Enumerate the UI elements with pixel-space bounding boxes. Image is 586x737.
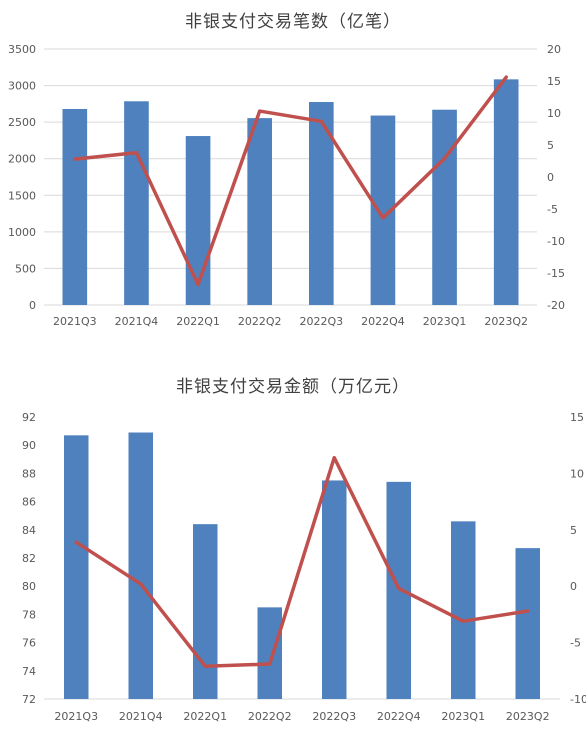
y-tick-label: 78 (22, 608, 36, 621)
x-tick-label: 2023Q2 (506, 710, 550, 723)
x-tick-label: 2022Q3 (299, 315, 343, 328)
x-tick-label: 2022Q3 (312, 710, 356, 723)
y-tick-label: 2500 (8, 116, 36, 129)
y-tick-label: 72 (22, 693, 36, 706)
y2-tick-label: 10 (547, 107, 561, 120)
y-tick-label: 2000 (8, 153, 36, 166)
y-tick-label: 90 (22, 439, 36, 452)
y-tick-label: 82 (22, 552, 36, 565)
y2-tick-label: 5 (547, 139, 554, 152)
y-tick-label: 500 (15, 262, 36, 275)
y2-tick-label: -5 (570, 637, 581, 650)
y2-tick-label: 15 (547, 75, 561, 88)
y-tick-label: 74 (22, 665, 36, 678)
y-tick-label: 86 (22, 496, 36, 509)
y-tick-label: 92 (22, 411, 36, 424)
y2-tick-label: 15 (570, 411, 584, 424)
bar (450, 521, 476, 699)
growth-line (73, 75, 508, 287)
y2-tick-label: -5 (547, 203, 558, 216)
bar (432, 109, 457, 305)
y2-tick-label: 20 (547, 43, 561, 56)
y-tick-label: 3500 (8, 43, 36, 56)
y-tick-label: 1000 (8, 226, 36, 239)
bar (185, 136, 211, 305)
bar (247, 118, 273, 306)
chart-title: 非银支付交易金额（万亿元） (176, 377, 410, 397)
bar (192, 524, 218, 699)
x-tick-label: 2022Q1 (183, 710, 227, 723)
transaction-amount-chart: 非银支付交易金额（万亿元） 72 74 76 78 80 82 84 86 88 90 92 -10 -… (0, 360, 586, 737)
x-tick-label: 2023Q1 (441, 710, 485, 723)
transaction-amount-plot: 72 74 76 78 80 82 84 86 88 90 92 -10 -5 0 5 10 15 2021Q3 2… (22, 411, 586, 723)
y-tick-label: 1500 (8, 189, 36, 202)
bar (63, 435, 89, 699)
y-tick-label: 3000 (8, 80, 36, 93)
bar (124, 101, 149, 305)
x-tick-label: 2021Q3 (54, 710, 98, 723)
y-tick-label: 0 (29, 299, 36, 312)
y2-tick-label: -15 (547, 267, 565, 280)
y-tick-label: 84 (22, 524, 36, 537)
x-tick-label: 2021Q4 (119, 710, 163, 723)
bar (257, 607, 283, 699)
x-tick-label: 2022Q2 (248, 710, 292, 723)
x-tick-label: 2021Q3 (53, 315, 97, 328)
transaction-count-plot: 0 500 1000 1500 2000 2500 3000 3500 -20 -15 -10 -5 0… (8, 43, 565, 328)
y-tick-label: 76 (22, 637, 36, 650)
y-tick-label: 88 (22, 467, 36, 480)
x-tick-label: 2022Q1 (176, 315, 220, 328)
x-tick-label: 2023Q2 (484, 315, 528, 328)
y2-tick-label: 5 (570, 524, 577, 537)
x-tick-label: 2022Q2 (238, 315, 282, 328)
bar (128, 432, 154, 699)
chart-title: 非银支付交易笔数（亿笔） (185, 12, 401, 32)
bar (62, 108, 88, 305)
y2-tick-label: 0 (547, 171, 554, 184)
y2-tick-label: -10 (570, 693, 586, 706)
x-tick-label: 2022Q4 (377, 710, 421, 723)
x-tick-label: 2022Q4 (361, 315, 405, 328)
transaction-count-chart: 非银支付交易笔数（亿笔） 0 500 1000 1500 2000 2500 3000 350… (0, 0, 586, 345)
y2-tick-label: 10 (570, 467, 584, 480)
y2-tick-label: -10 (547, 235, 565, 248)
y2-tick-label: 0 (570, 580, 577, 593)
growth-line (74, 455, 530, 669)
bar (515, 548, 541, 699)
y-tick-label: 80 (22, 580, 36, 593)
x-tick-label: 2023Q1 (423, 315, 467, 328)
bar (493, 79, 519, 306)
bar (321, 480, 347, 699)
bar (386, 481, 412, 699)
x-tick-label: 2021Q4 (115, 315, 159, 328)
y2-tick-label: -20 (547, 299, 565, 312)
